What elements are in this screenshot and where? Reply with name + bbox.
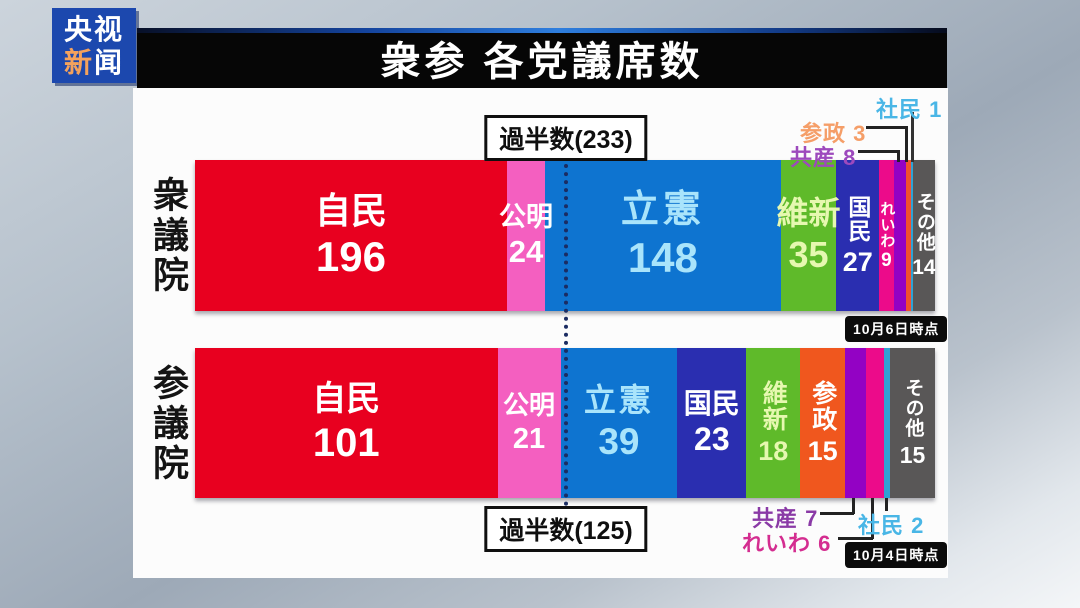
callout-line-kyosan-lower <box>897 150 900 162</box>
house-label-sangiin: 参議院 <box>148 364 189 484</box>
party-name: 国民 <box>844 194 871 243</box>
party-name: 立憲 <box>620 189 705 231</box>
seat-count: 24 <box>508 233 544 269</box>
title-bar: 衆参 各党議席数 <box>137 28 947 88</box>
callout-line-kyosan-upper <box>852 498 855 514</box>
callout-line-sansei-lower <box>905 126 908 162</box>
callout-kyosan-lower: 共産 8 <box>790 145 857 170</box>
segment-shamin-upper <box>884 348 891 498</box>
seat-count: 148 <box>627 233 698 281</box>
majority-box-upper: 過半数(125) <box>484 506 648 552</box>
seat-count: 101 <box>312 421 380 466</box>
segment-kyosan-lower <box>893 160 907 311</box>
seat-count: 14 <box>912 255 936 279</box>
callout-shamin-lower: 社民 1 <box>876 97 943 122</box>
party-name: 維新 <box>776 195 841 232</box>
seat-count: 9 <box>881 249 892 271</box>
callout-kyosan-upper: 共産 7 <box>752 506 819 531</box>
segment-komei-lower: 公明 24 <box>499 160 553 311</box>
party-name: 自民 <box>314 190 387 232</box>
segment-reiwa-lower: れいわ 9 <box>878 160 896 311</box>
callout-line-shamin-lower <box>911 112 914 162</box>
seat-count: 21 <box>512 422 546 455</box>
logo-line2: 新闻 <box>64 46 124 79</box>
party-name: その他 <box>902 378 924 439</box>
callout-line-shamin-upper <box>885 498 888 511</box>
seat-count: 15 <box>899 442 926 469</box>
segment-kokumin-upper: 国民 23 <box>677 348 747 498</box>
segment-rikken-upper: 立憲 39 <box>560 348 678 498</box>
segment-sonota-lower: その他 14 <box>912 160 936 311</box>
party-name: その他 <box>913 191 935 252</box>
seat-count: 196 <box>315 232 386 280</box>
segment-shamin-lower <box>911 160 913 311</box>
asof-label-upper: 10月4日時点 <box>845 542 948 568</box>
callout-line-reiwa-upper <box>838 537 873 540</box>
majority-box-lower: 過半数(233) <box>484 115 648 161</box>
page-title: 衆参 各党議席数 <box>380 40 704 84</box>
segment-komei-upper: 公明 21 <box>497 348 561 498</box>
segment-jimin-upper: 自民 101 <box>195 348 498 498</box>
callout-reiwa-upper: れいわ 6 <box>742 531 832 556</box>
party-name: 自民 <box>312 379 381 418</box>
segment-ishin-lower: 維新 35 <box>776 160 840 311</box>
callout-line-kyosan-lower <box>858 150 898 153</box>
party-name: 公明 <box>499 201 553 232</box>
callout-line-sansei-lower <box>866 126 907 129</box>
cctv-news-logo: 央视 新闻 <box>52 8 136 83</box>
logo-line1: 央视 <box>63 13 124 45</box>
seat-count: 39 <box>598 420 640 462</box>
seat-count: 27 <box>842 246 873 277</box>
callout-shamin-upper: 社民 2 <box>858 513 925 538</box>
seat-count: 35 <box>788 233 829 275</box>
segment-kyosan-upper <box>845 348 867 498</box>
asof-label-lower: 10月6日時点 <box>845 316 948 342</box>
segment-reiwa-upper <box>866 348 885 498</box>
logo-line2-white: 闻 <box>94 46 125 78</box>
seat-count: 23 <box>694 421 730 458</box>
segment-sansei-upper: 参政 15 <box>800 348 846 498</box>
segment-jimin-lower: 自民 196 <box>195 160 507 311</box>
segment-sansei-lower <box>906 160 912 311</box>
callout-line-kyosan-upper <box>820 512 854 515</box>
party-name: 国民 <box>683 388 740 419</box>
callout-sansei-lower: 参政 3 <box>800 121 867 146</box>
seat-count: 18 <box>758 436 789 467</box>
callout-line-reiwa-upper <box>871 498 874 539</box>
majority-dotted-line <box>564 156 568 506</box>
segment-sonota-upper: その他 15 <box>890 348 935 498</box>
party-name: 維新 <box>759 380 788 433</box>
segment-kokumin-lower: 国民 27 <box>836 160 880 311</box>
house-label-shugiin: 衆議院 <box>148 176 189 296</box>
party-name: 立憲 <box>583 382 654 419</box>
party-name: 参政 <box>808 380 837 433</box>
party-name: れいわ <box>878 200 896 249</box>
segment-ishin-upper: 維新 18 <box>746 348 801 498</box>
party-name: 公明 <box>503 389 556 420</box>
seat-count: 15 <box>807 436 838 467</box>
segment-rikken-lower: 立憲 148 <box>545 160 781 311</box>
bar-shugiin: 自民 196 公明 24 立憲 148 維新 35 国民 27 れいわ 9 その… <box>195 160 936 311</box>
logo-line2-orange: 新 <box>63 46 94 78</box>
bar-sangiin: 自民 101 公明 21 立憲 39 国民 23 維新 18 参政 15 その他… <box>195 348 935 498</box>
